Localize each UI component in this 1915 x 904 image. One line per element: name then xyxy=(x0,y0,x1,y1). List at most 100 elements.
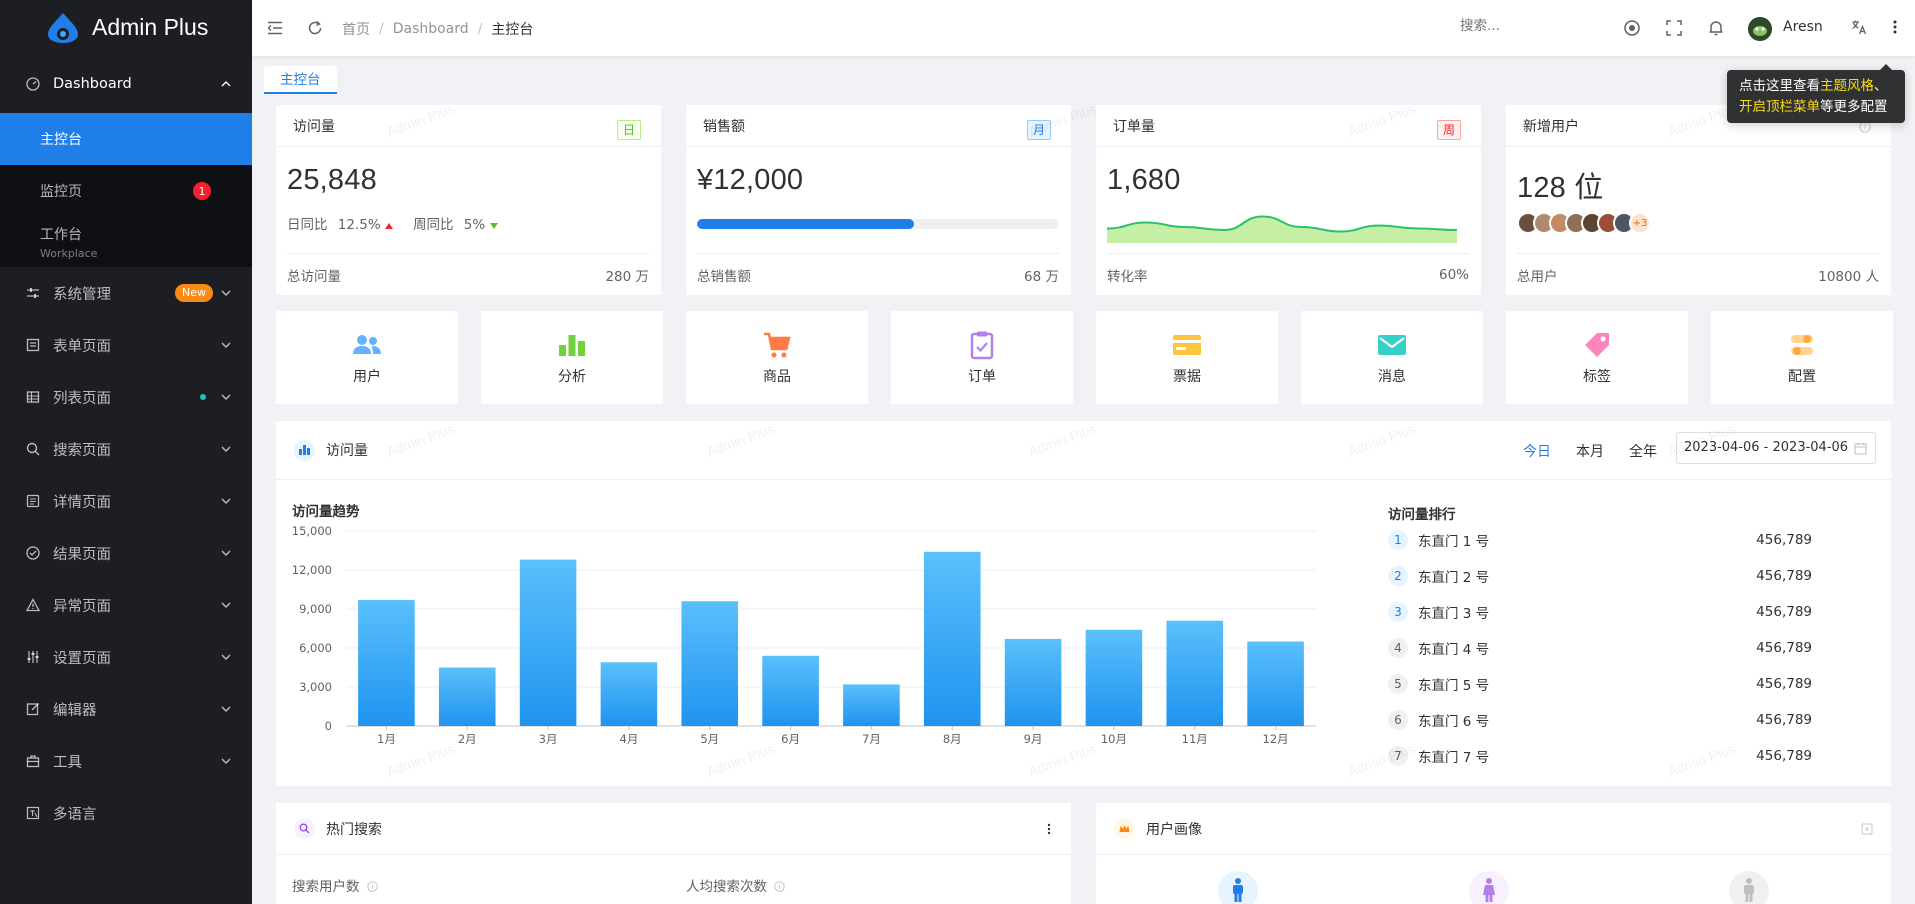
rank-name: 东直门 2 号 xyxy=(1418,570,1490,586)
stat-foot-label: 总用户 xyxy=(1517,268,1558,285)
tab-main-console[interactable]: 主控台 xyxy=(264,66,337,94)
rank-row: 3 东直门 3 号 456,789 xyxy=(1388,600,1812,624)
clipboard-icon xyxy=(967,330,997,360)
language-icon[interactable] xyxy=(1851,19,1867,39)
sidebar-sub-workplace[interactable]: 工作台 Workplace xyxy=(0,217,252,267)
x-tick-label: 5月 xyxy=(700,732,719,746)
menu-fold-icon[interactable] xyxy=(266,19,284,37)
range-year-button[interactable]: 全年 xyxy=(1629,444,1657,460)
panel-title: 访问量 xyxy=(326,443,368,459)
avatar[interactable] xyxy=(1748,17,1772,41)
sidebar-item-dashboard[interactable]: Dashboard xyxy=(0,55,252,113)
sidebar-item-label: Dashboard xyxy=(53,76,132,92)
sidebar-item-search[interactable]: 搜索页面 xyxy=(0,423,252,475)
quick-card-config[interactable]: 配置 xyxy=(1711,311,1893,404)
sidebar-item-language[interactable]: 多语言 xyxy=(0,787,252,839)
quick-card-bills[interactable]: 票据 xyxy=(1096,311,1278,404)
breadcrumb-dashboard[interactable]: Dashboard xyxy=(392,21,469,37)
panel-title: 用户画像 xyxy=(1146,821,1202,838)
stat-title: 订单量 xyxy=(1113,118,1155,135)
tooltip-highlight: 主题风格 xyxy=(1820,78,1874,94)
sidebar-sub-subtitle: Workplace xyxy=(40,247,98,260)
y-tick-label: 15,000 xyxy=(292,524,332,538)
refresh-icon[interactable] xyxy=(306,19,324,37)
sidebar-item-settings[interactable]: 设置页面 xyxy=(0,631,252,683)
theme-icon[interactable] xyxy=(1623,19,1641,41)
quick-label: 配置 xyxy=(1788,369,1816,385)
more-vertical-icon[interactable] xyxy=(1047,823,1051,835)
range-today-button[interactable]: 今日 xyxy=(1523,444,1551,460)
stat-tag: 日 xyxy=(616,120,641,140)
stat-value: 1,680 xyxy=(1107,164,1181,196)
range-month-button[interactable]: 本月 xyxy=(1576,444,1604,460)
tooltip-text: 等更多配置 xyxy=(1820,99,1888,115)
info-icon[interactable] xyxy=(774,881,785,892)
stat-card-sales: 销售额 月 ¥12,000 总销售额 68 万 xyxy=(686,105,1071,295)
sidebar-item-exceptions[interactable]: 异常页面 xyxy=(0,579,252,631)
breadcrumb-separator: / xyxy=(477,21,483,37)
sidebar-sub-monitor[interactable]: 监控页 1 xyxy=(0,165,252,217)
stat-tag: 周 xyxy=(1436,120,1461,140)
stat-card-new-users: 新增用户 ? 128 位 +3 总用户 10800 人 xyxy=(1506,105,1891,295)
quick-card-orders[interactable]: 订单 xyxy=(891,311,1073,404)
dashboard-submenu: 主控台 监控页 1 工作台 Workplace xyxy=(0,113,252,267)
dot-badge xyxy=(200,394,206,400)
sidebar-sub-main-console[interactable]: 主控台 xyxy=(0,113,252,165)
sidebar-item-results[interactable]: 结果页面 xyxy=(0,527,252,579)
search-input[interactable] xyxy=(1460,18,1570,34)
more-vertical-icon[interactable] xyxy=(1892,19,1898,39)
chevron-down-icon xyxy=(221,550,231,556)
sidebar-item-editor[interactable]: 编辑器 xyxy=(0,683,252,735)
trend-value: 12.5% xyxy=(337,217,381,233)
sidebar: Admin Plus Dashboard 主控台 监控页 1 工作台 Workp… xyxy=(0,0,252,904)
fullscreen-icon[interactable] xyxy=(1665,19,1683,41)
bell-icon[interactable] xyxy=(1707,19,1725,41)
wave-line xyxy=(1107,215,1458,233)
date-range-picker[interactable]: 2023-04-06 - 2023-04-06 xyxy=(1676,432,1876,464)
chevron-down-icon xyxy=(221,342,231,348)
quick-label: 消息 xyxy=(1378,369,1406,385)
male-icon xyxy=(1218,871,1258,904)
breadcrumb-home[interactable]: 首页 xyxy=(342,22,370,38)
logo-icon xyxy=(48,12,78,43)
sliders-icon xyxy=(25,285,41,301)
tag-icon xyxy=(1582,330,1612,360)
sidebar-item-lists[interactable]: 列表页面 xyxy=(0,371,252,423)
rank-row: 2 东直门 2 号 456,789 xyxy=(1388,564,1812,588)
chevron-down-icon xyxy=(221,394,231,400)
chart-title: 访问量趋势 xyxy=(292,504,360,520)
sidebar-sub-label: 工作台 xyxy=(40,227,82,243)
rank-name: 东直门 6 号 xyxy=(1418,714,1490,730)
search-icon xyxy=(25,441,41,457)
quick-card-analysis[interactable]: 分析 xyxy=(481,311,663,404)
bar xyxy=(600,662,658,726)
quick-card-users[interactable]: 用户 xyxy=(276,311,458,404)
sidebar-item-label: 异常页面 xyxy=(53,598,111,615)
stat-title: 新增用户 xyxy=(1523,118,1579,135)
bar xyxy=(1247,641,1304,726)
x-tick-label: 10月 xyxy=(1101,732,1127,746)
order-wave-chart xyxy=(1107,215,1458,243)
chevron-down-icon xyxy=(221,758,231,764)
check-circle-icon xyxy=(25,545,41,561)
rank-value: 456,789 xyxy=(1756,532,1812,548)
quick-card-tags[interactable]: 标签 xyxy=(1506,311,1688,404)
quick-card-messages[interactable]: 消息 xyxy=(1301,311,1483,404)
info-icon[interactable] xyxy=(367,881,378,892)
sidebar-item-tools[interactable]: 工具 xyxy=(0,735,252,787)
visits-panel: 访问量 今日 本月 全年 2023-04-06 - 2023-04-06 访问量… xyxy=(276,421,1891,786)
caret-up-icon xyxy=(384,223,393,229)
sidebar-item-details[interactable]: 详情页面 xyxy=(0,475,252,527)
bar-chart-icon xyxy=(557,330,587,360)
sidebar-item-system[interactable]: 系统管理 New xyxy=(0,267,252,319)
sidebar-sub-label: 主控台 xyxy=(40,132,82,148)
username[interactable]: Aresn xyxy=(1783,19,1823,35)
stat-tag: 月 xyxy=(1026,120,1051,140)
expand-icon[interactable] xyxy=(1861,823,1873,835)
sidebar-item-forms[interactable]: 表单页面 xyxy=(0,319,252,371)
quick-label: 订单 xyxy=(968,369,996,385)
quick-card-products[interactable]: 商品 xyxy=(686,311,868,404)
logo[interactable]: Admin Plus xyxy=(0,0,252,55)
rank-row: 4 东直门 4 号 456,789 xyxy=(1388,636,1812,660)
x-tick-label: 11月 xyxy=(1182,732,1208,746)
